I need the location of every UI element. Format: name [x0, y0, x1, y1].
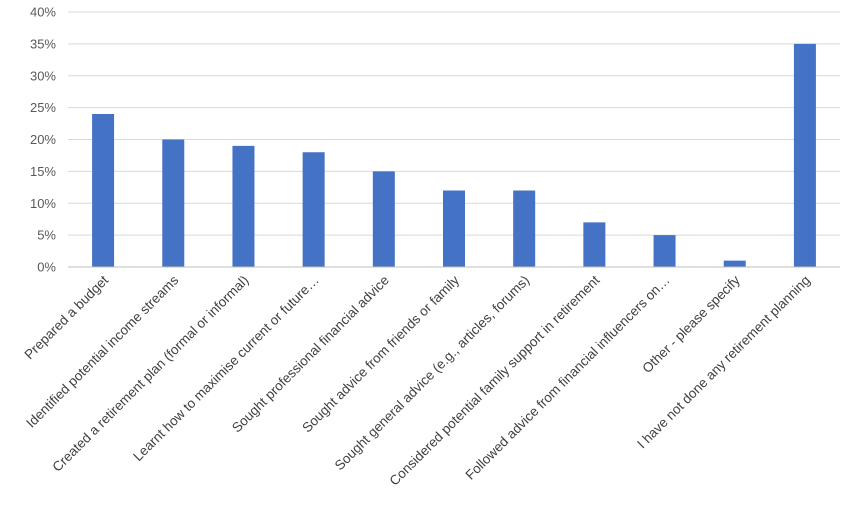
bar	[513, 190, 536, 267]
bar	[302, 152, 325, 267]
y-tick-label: 30%	[30, 68, 56, 83]
bar	[793, 43, 816, 267]
bar	[583, 222, 606, 267]
bar	[232, 145, 255, 267]
y-tick-label: 25%	[30, 100, 56, 115]
bars	[92, 43, 816, 267]
bar	[653, 235, 676, 267]
bar	[723, 260, 746, 267]
bar	[92, 114, 115, 267]
y-tick-label: 0%	[37, 260, 56, 275]
y-tick-label: 10%	[30, 196, 56, 211]
y-tick-label: 5%	[37, 228, 56, 243]
bar	[162, 139, 185, 267]
y-tick-label: 15%	[30, 164, 56, 179]
y-tick-label: 35%	[30, 36, 56, 51]
x-category-label: Sought professional financial advice	[229, 273, 392, 436]
x-category-label: Sought advice from friends or family	[299, 272, 462, 435]
y-tick-label: 40%	[30, 5, 56, 20]
gridlines	[68, 11, 840, 236]
x-category-label: Identified potential income streams	[23, 272, 181, 430]
bar	[372, 171, 395, 267]
y-axis-tick-labels: 0% 5% 10% 15% 20% 25% 30% 35% 40%	[30, 5, 56, 275]
y-tick-label: 20%	[30, 132, 56, 147]
bar	[443, 190, 465, 267]
